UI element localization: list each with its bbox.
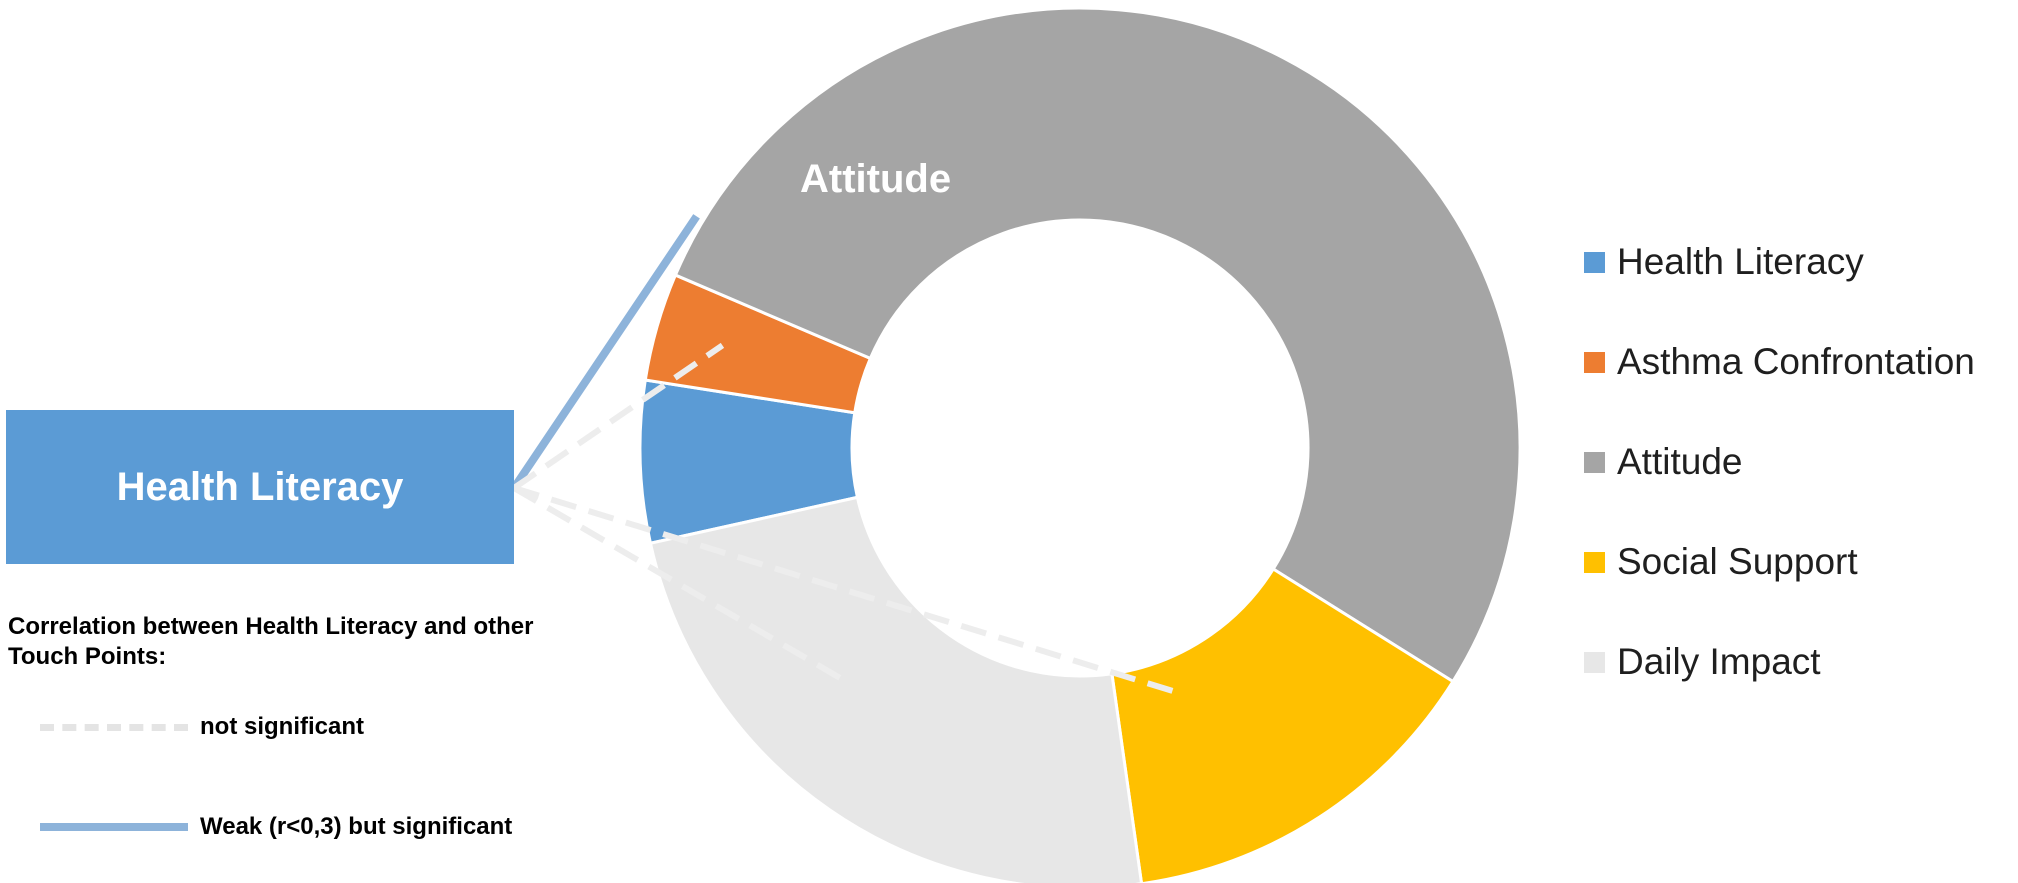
dashed-line-sample — [40, 723, 188, 731]
legend-swatch — [1584, 251, 1605, 273]
correlation-links — [510, 214, 1186, 698]
data-label-attitude: Attitude — [800, 157, 951, 201]
legend-label: Asthma Confrontation — [1617, 341, 1975, 382]
legend-item-social-support: Social Support — [1584, 512, 1975, 612]
legend-swatch — [1584, 451, 1605, 473]
legend-item-attitude: Attitude — [1584, 412, 1975, 512]
key-not-significant: not significant — [40, 712, 364, 742]
health-literacy-box: Health Literacy — [6, 410, 514, 564]
solid-line-sample — [40, 823, 188, 831]
link-to-daily-impact — [512, 485, 850, 686]
data-labels: Attitude — [800, 157, 951, 201]
legend-label: Attitude — [1617, 441, 1743, 482]
legend-swatch — [1584, 351, 1605, 373]
slice-daily-impact — [648, 495, 1143, 883]
key-weak-significant: Weak (r<0,3) but significant — [40, 812, 512, 842]
donut-slices — [638, 6, 1522, 883]
key-weak-significant-label: Weak (r<0,3) but significant — [200, 813, 513, 840]
link-to-asthma-confrontation — [512, 342, 725, 491]
slice-attitude — [673, 6, 1522, 684]
link-to-attitude — [510, 214, 700, 491]
key-not-significant-label: not significant — [200, 713, 364, 740]
correlation-legend-title: Correlation between Health Literacy and … — [8, 613, 534, 670]
legend-label: Health Literacy — [1617, 241, 1864, 282]
legend-swatch — [1584, 651, 1605, 673]
legend-label: Social Support — [1617, 541, 1858, 582]
chart-legend: Health Literacy Asthma Confrontation Attit… — [1584, 212, 1975, 712]
slice-social-support — [1110, 566, 1455, 883]
legend-item-health-literacy: Health Literacy — [1584, 212, 1975, 312]
legend-item-daily-impact: Daily Impact — [1584, 612, 1975, 712]
legend-label: Daily Impact — [1617, 641, 1821, 682]
legend-item-asthma-confrontation: Asthma Confrontation — [1584, 312, 1975, 412]
legend-swatch — [1584, 551, 1605, 573]
